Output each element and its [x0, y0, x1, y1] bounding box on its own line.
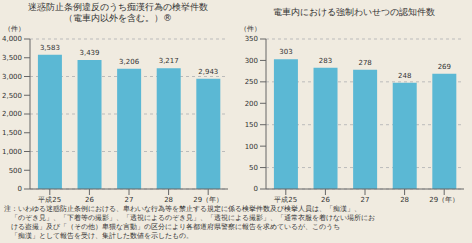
svg-text:250: 250 [245, 78, 258, 86]
svg-text:28: 28 [400, 196, 409, 203]
svg-text:3,206: 3,206 [119, 58, 140, 66]
svg-text:1,000: 1,000 [8, 148, 22, 156]
svg-text:1,500: 1,500 [8, 129, 22, 137]
svg-text:248: 248 [398, 72, 411, 80]
svg-text:3,000: 3,000 [8, 73, 22, 81]
svg-text:300: 300 [245, 57, 258, 65]
svg-text:27: 27 [125, 196, 134, 203]
svg-text:200: 200 [245, 100, 258, 108]
html-text:注：いわゆる迷惑防止条例における、卑わいな行為等を禁止する規: 注：いわゆる迷惑防止条例における、卑わいな行為等を禁止する規定に係る検挙件数及び… [4, 205, 361, 213]
svg-text:3,500: 3,500 [8, 54, 22, 62]
svg-text:500: 500 [9, 167, 22, 175]
html-text:「のぞき見」、「下着等の撮影」、「透視によるのぞき見」、「透: 「のぞき見」、「下着等の撮影」、「透視によるのぞき見」、「透視による撮影」、「通… [4, 214, 375, 222]
svg-text:150: 150 [245, 121, 258, 129]
svg-text:平成25: 平成25 [38, 196, 61, 203]
svg-text:269: 269 [438, 63, 451, 71]
html-text:（件）: （件） [4, 25, 25, 33]
svg-text:278: 278 [358, 59, 371, 67]
svg-text:3,583: 3,583 [40, 44, 60, 52]
svg-text:2,943: 2,943 [198, 68, 218, 76]
svg-text:283: 283 [319, 57, 332, 65]
html-text:（電車内以外を含む。）®: （電車内以外を含む。）® [64, 13, 172, 23]
svg-text:0: 0 [254, 185, 258, 193]
svg-text:27: 27 [361, 196, 370, 203]
svg-text:350: 350 [245, 35, 258, 43]
svg-text:2,000: 2,000 [8, 110, 22, 118]
svg-text:3,217: 3,217 [159, 57, 179, 65]
svg-text:29（年）: 29（年） [193, 196, 223, 203]
svg-text:28: 28 [164, 196, 173, 203]
svg-text:3,439: 3,439 [79, 49, 99, 57]
html-text:（件）: （件） [240, 25, 261, 33]
svg-text:26: 26 [321, 196, 330, 203]
html-text:ける盗撮」及び「（その他）卑猥な言動」の区分により各都道府県: ける盗撮」及び「（その他）卑猥な言動」の区分により各都道府県警察に報告を求めてい… [4, 223, 340, 231]
svg-text:29（年）: 29（年） [429, 196, 459, 203]
svg-text:2,500: 2,500 [8, 92, 22, 100]
svg-text:50: 50 [249, 164, 258, 172]
svg-text:26: 26 [85, 196, 94, 203]
svg-text:4,000: 4,000 [8, 35, 22, 43]
svg-text:100: 100 [245, 143, 258, 151]
html-text:迷惑防止条例違反のうち痴漢行為の検挙件数: 迷惑防止条例違反のうち痴漢行為の検挙件数 [28, 2, 208, 12]
svg-text:平成25: 平成25 [274, 196, 297, 203]
svg-text:303: 303 [279, 48, 292, 56]
svg-text:0: 0 [18, 185, 22, 193]
html-text:電車内における強制わいせつの認知件数: 電車内における強制わいせつの認知件数 [273, 7, 435, 17]
html-text:「痴漢」として報告を受け、集計した数値を示したもの。: 「痴漢」として報告を受け、集計した数値を示したもの。 [4, 232, 193, 240]
